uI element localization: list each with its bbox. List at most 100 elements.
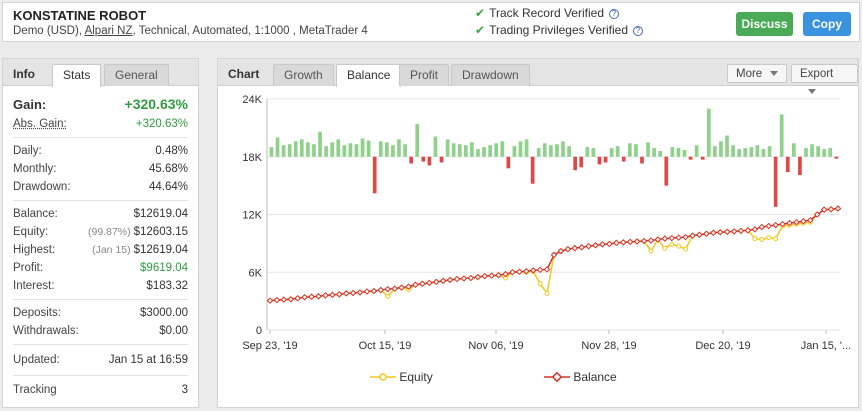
stat-withdrawals: Withdrawals: $0.00 — [13, 322, 188, 340]
info-panel: Info Stats General Gain: +320.63% Abs. G… — [2, 58, 199, 408]
profit-bar — [403, 144, 407, 157]
profit-bar — [415, 124, 420, 157]
profit-bar — [542, 143, 547, 157]
x-tick-label: Nov 28, '19 — [581, 340, 636, 352]
track-record-verified: ✔ Track Record Verified? — [475, 6, 619, 20]
balance-point — [647, 237, 655, 244]
y-tick-label: 12K — [242, 210, 262, 222]
balance-point — [550, 251, 558, 259]
equity-point — [537, 281, 543, 287]
balance-point — [827, 205, 835, 213]
profit-bar — [500, 141, 505, 157]
balance-point — [578, 243, 585, 251]
profit-bar — [524, 139, 529, 157]
profit-bar — [348, 143, 353, 157]
profit-bar — [810, 144, 814, 157]
stat-prefix: (Jan 15) — [92, 244, 131, 256]
profit-bar — [518, 141, 523, 157]
equity-point — [759, 237, 765, 243]
equity-point — [662, 245, 668, 251]
balance-point — [349, 289, 357, 297]
help-icon[interactable]: ? — [609, 9, 619, 19]
balance-point — [772, 221, 779, 229]
profit-bar — [324, 146, 328, 157]
profit-bar — [585, 147, 590, 157]
profit-bar — [713, 146, 717, 157]
balance-point — [266, 297, 274, 304]
export-label: Export — [800, 68, 834, 80]
tab-profit[interactable]: Profit — [399, 64, 450, 86]
balance-point — [488, 272, 495, 279]
profit-bar — [281, 145, 286, 157]
stat-label: Interest: — [13, 280, 55, 292]
profit-bar — [755, 145, 760, 157]
stat-value: $9619.04 — [140, 262, 188, 274]
loss-bar — [421, 156, 426, 162]
stat-balance: Balance: $12619.04 — [13, 205, 188, 223]
profit-bar — [828, 148, 833, 157]
balance-point — [439, 277, 447, 285]
balance-point — [751, 226, 759, 233]
balance-point — [654, 236, 662, 243]
equity-point — [669, 241, 675, 247]
export-dropdown[interactable]: Export — [791, 64, 858, 94]
balance-point — [474, 273, 482, 281]
more-dropdown[interactable]: More — [727, 64, 788, 83]
tab-growth[interactable]: Growth — [273, 64, 334, 86]
tab-balance[interactable]: Balance — [336, 64, 402, 87]
balance-point — [820, 206, 828, 213]
info-heading: Info — [13, 67, 35, 81]
balance-chart: 24K 18K 12K 6K 0 Sep 23, '19 Oct 15, '19 Nov 06… — [242, 94, 851, 352]
stat-value: 44.64% — [148, 181, 188, 193]
stat-label: Withdrawals: — [13, 325, 79, 337]
balance-point — [280, 296, 288, 303]
legend-equity[interactable]: Equity — [370, 370, 433, 384]
stat-amount: $12619.04 — [133, 244, 188, 256]
more-label: More — [736, 68, 763, 80]
trading-privileges-verified: ✔ Trading Privileges Verified? — [475, 23, 644, 37]
profit-bar — [378, 141, 383, 157]
broker-link[interactable]: Alpari NZ — [84, 25, 133, 37]
stat-daily: Daily: 0.48% — [13, 142, 188, 160]
tab-drawdown[interactable]: Drawdown — [451, 64, 530, 86]
help-icon[interactable]: ? — [633, 26, 644, 36]
balance-point — [377, 286, 385, 294]
stat-label: Highest: — [13, 244, 56, 256]
loss-bar — [640, 156, 644, 164]
stat-value: (Jan 15) $12619.04 — [92, 241, 188, 259]
stat-label: Profit: — [13, 262, 44, 274]
profit-bar — [269, 147, 274, 157]
stat-label: Updated: — [13, 354, 60, 366]
stat-highest: Highest: (Jan 15) $12619.04 — [13, 241, 188, 259]
divider — [13, 299, 188, 300]
loss-bar — [834, 156, 839, 159]
loss-bar — [530, 156, 535, 184]
legend-balance[interactable]: Balance — [544, 370, 617, 384]
balance-point — [363, 288, 371, 295]
equity-point — [385, 293, 391, 299]
profit-bar — [476, 149, 480, 157]
copy-button[interactable]: Copy — [803, 12, 851, 36]
balance-point — [626, 238, 634, 246]
stat-drawdown: Drawdown: 44.64% — [13, 178, 188, 196]
balance-point — [744, 227, 752, 234]
profit-bar — [336, 139, 341, 157]
stat-label[interactable]: Abs. Gain: — [13, 118, 67, 130]
stat-label: Monthly: — [13, 163, 57, 175]
equity-point — [683, 246, 689, 252]
balance-point — [557, 247, 565, 255]
y-tick-label: 24K — [242, 94, 262, 106]
discuss-button[interactable]: Discuss — [736, 12, 793, 36]
stat-value: 0.48% — [155, 145, 188, 157]
equity-point — [752, 236, 758, 242]
stat-value: $0.00 — [159, 325, 188, 337]
profit-bar — [719, 141, 723, 157]
stat-label: Equity: — [13, 226, 49, 238]
tab-stats[interactable]: Stats — [52, 64, 102, 87]
balance-point — [412, 281, 419, 289]
tab-general[interactable]: General — [104, 64, 169, 86]
balance-point — [813, 211, 821, 218]
profit-bar — [609, 148, 614, 157]
info-tabbar: Info Stats General — [3, 59, 198, 87]
balance-point — [689, 232, 696, 239]
